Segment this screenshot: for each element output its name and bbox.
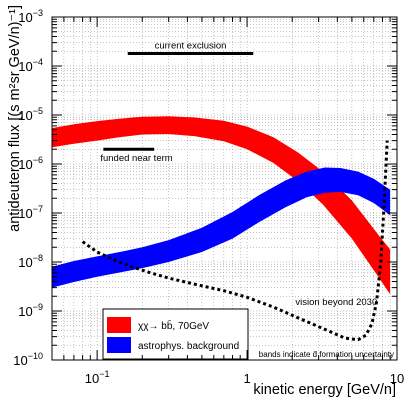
projection-curve: vision beyond 2030 xyxy=(81,140,389,342)
y-tick-label: 10−3 xyxy=(18,8,43,25)
y-tick-label: 10−9 xyxy=(18,302,43,319)
x-axis-title: kinetic energy [GeV/n] xyxy=(253,382,396,398)
legend-label: χχ→ bb̄, 70GeV xyxy=(138,319,209,332)
plot-frame xyxy=(51,16,398,361)
axes: 10−10 10−9 10−8 10−7 10−6 10−5 10−4 10−3 10−1 1 10 xyxy=(13,8,404,386)
y-tick-label: 10−4 xyxy=(18,57,43,74)
dark-matter-band xyxy=(52,116,391,295)
x-tick-label: 1 xyxy=(243,371,250,386)
y-tick-label: 10−6 xyxy=(18,155,43,172)
current-exclusion-label: current exclusion xyxy=(155,40,227,51)
near-term-label: funded near term xyxy=(100,153,172,164)
y-tick-label: 10−10 xyxy=(13,351,43,368)
y-tick-label: 10−7 xyxy=(18,204,43,221)
y-axis-title: antideuteron flux [(s m²sr GeV/n)⁻¹] xyxy=(7,5,23,232)
bands xyxy=(52,116,391,295)
legend-label: astrophys. background xyxy=(138,341,239,352)
legend: χχ→ bb̄, 70GeV astrophys. background bands… xyxy=(102,308,394,360)
x-tick-label: 10−1 xyxy=(85,369,110,386)
footnote: bands indicate d̄ formation uncertainty xyxy=(259,350,394,359)
legend-swatch xyxy=(107,337,131,353)
y-tick-label: 10−5 xyxy=(18,106,43,123)
projection-line xyxy=(81,140,389,342)
sensitivity-lines: current exclusion funded near term xyxy=(100,40,254,164)
background-band xyxy=(52,167,391,288)
x-tick-label: 10 xyxy=(390,371,404,386)
y-tick-label: 10−8 xyxy=(18,253,43,270)
projection-label: vision beyond 2030 xyxy=(295,297,377,308)
legend-swatch xyxy=(107,317,131,333)
